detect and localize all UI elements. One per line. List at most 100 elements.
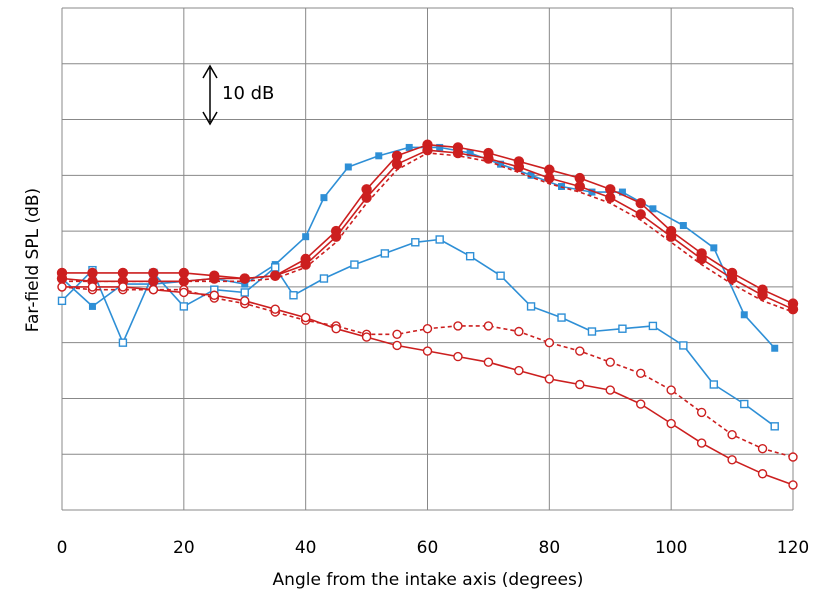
data-point xyxy=(788,480,798,490)
data-point xyxy=(757,469,768,479)
data-point xyxy=(605,192,616,203)
data-point xyxy=(178,267,190,279)
data-point xyxy=(605,357,615,367)
data-point xyxy=(350,260,359,269)
data-point xyxy=(466,149,474,157)
x-tick-label: 20 xyxy=(173,538,195,558)
data-point xyxy=(300,259,311,270)
data-point xyxy=(757,443,768,454)
x-axis-title: Angle from the intake axis (degrees) xyxy=(273,570,584,590)
y-axis-title: Far-field SPL (dB) xyxy=(23,188,43,332)
data-point xyxy=(740,311,748,319)
data-point xyxy=(727,455,737,465)
data-point xyxy=(770,422,779,431)
data-point xyxy=(575,379,585,390)
data-point xyxy=(118,282,128,292)
data-point xyxy=(618,188,626,196)
data-point xyxy=(319,274,329,283)
data-point xyxy=(240,296,250,306)
series-7 xyxy=(57,282,798,490)
data-point xyxy=(648,321,658,331)
data-point xyxy=(636,368,646,379)
data-point xyxy=(320,194,328,202)
data-point xyxy=(696,407,707,418)
x-tick-label: 40 xyxy=(295,538,317,558)
data-point xyxy=(727,430,737,440)
data-point xyxy=(635,209,646,220)
data-point xyxy=(239,273,250,284)
data-point xyxy=(453,351,463,362)
data-point xyxy=(636,399,646,409)
data-point xyxy=(557,313,566,322)
data-point xyxy=(56,273,68,284)
data-point xyxy=(787,304,799,315)
data-point xyxy=(544,164,555,175)
data-point xyxy=(513,161,525,173)
scale-annotation: 10 dB xyxy=(202,64,274,126)
x-tick-label: 120 xyxy=(777,538,809,558)
data-point xyxy=(87,267,98,279)
data-point xyxy=(270,304,280,314)
data-point xyxy=(740,399,749,409)
series-group xyxy=(56,139,799,490)
data-point xyxy=(514,365,524,376)
data-point xyxy=(422,346,433,356)
data-point xyxy=(679,341,688,350)
data-point xyxy=(87,282,98,292)
data-point xyxy=(587,327,597,336)
data-point xyxy=(392,329,402,339)
data-point xyxy=(679,222,687,230)
x-tick-label: 0 xyxy=(57,538,68,558)
data-point xyxy=(605,385,615,395)
data-point xyxy=(411,238,420,247)
data-point xyxy=(696,438,707,448)
data-point xyxy=(422,324,433,334)
data-point xyxy=(465,252,475,261)
data-point xyxy=(649,205,657,213)
data-point xyxy=(618,324,627,333)
data-point xyxy=(179,302,189,311)
data-point xyxy=(696,253,707,265)
data-point xyxy=(392,340,402,351)
data-point xyxy=(496,271,505,280)
data-point xyxy=(148,267,159,279)
scale-arrow-down-icon xyxy=(202,111,218,126)
data-point xyxy=(300,312,311,323)
data-point xyxy=(391,158,403,170)
data-point xyxy=(270,270,281,281)
data-point xyxy=(118,338,128,347)
scale-arrow-up-icon xyxy=(202,64,218,79)
data-point xyxy=(771,344,779,352)
data-point xyxy=(665,231,677,242)
data-point xyxy=(709,380,719,389)
data-point xyxy=(435,235,444,244)
data-point xyxy=(436,143,444,151)
data-point xyxy=(271,263,280,272)
series-line xyxy=(62,152,794,313)
data-point xyxy=(605,184,616,195)
data-point xyxy=(331,324,341,334)
data-point xyxy=(544,172,555,184)
data-point xyxy=(361,192,372,203)
data-point xyxy=(375,152,383,160)
data-point xyxy=(788,452,798,462)
data-point xyxy=(666,385,676,395)
x-tick-label: 100 xyxy=(655,538,687,558)
data-point xyxy=(361,184,372,195)
data-point xyxy=(241,280,249,288)
data-point xyxy=(380,249,390,258)
data-point xyxy=(527,171,535,179)
data-point xyxy=(497,160,505,168)
series-2 xyxy=(57,235,779,431)
x-tick-label: 60 xyxy=(417,538,439,558)
data-point xyxy=(453,321,463,331)
data-point xyxy=(574,172,585,184)
data-point xyxy=(179,287,189,298)
data-point xyxy=(361,332,372,342)
data-point xyxy=(757,290,768,301)
data-point xyxy=(483,321,494,331)
data-point xyxy=(544,374,555,384)
data-point xyxy=(526,302,536,311)
